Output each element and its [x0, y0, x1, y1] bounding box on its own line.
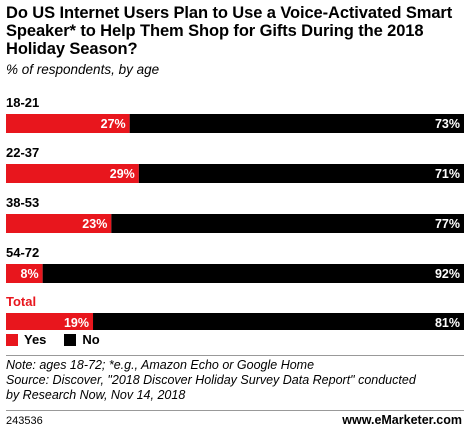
bar-no-38-53 [111, 214, 464, 233]
legend: Yes No [6, 332, 118, 347]
category-label-total: Total [6, 294, 36, 309]
data-label-no-38-53: 77% [435, 217, 460, 231]
legend-swatch-no [64, 333, 77, 346]
data-label-no-22-37: 71% [435, 167, 460, 181]
brand-logo: www.eMarketer.com [342, 413, 462, 427]
category-label-54-72: 54-72 [6, 245, 39, 260]
chart-notes: Note: ages 18-72; *e.g., Amazon Echo or … [6, 358, 466, 403]
bar-yes-54-72 [6, 264, 43, 283]
stacked-bar-chart: 18-21 27% 73% 22-37 29% 71% 38-53 23% 77% 54-72 8%… [6, 95, 465, 330]
bar-no-22-37 [138, 164, 464, 183]
legend-item-yes: Yes [6, 332, 46, 347]
data-label-yes-38-53: 23% [82, 217, 107, 231]
divider-top [6, 355, 464, 356]
bar-no-54-72 [42, 264, 464, 283]
data-label-yes-22-37: 29% [110, 167, 135, 181]
bar-yes-18-21 [6, 114, 130, 133]
chart-title: Do US Internet Users Plan to Use a Voice… [6, 4, 453, 58]
legend-label-no: No [82, 332, 100, 347]
category-label-38-53: 38-53 [6, 195, 39, 210]
chart-id: 243536 [6, 415, 43, 427]
bar-yes-38-53 [6, 214, 112, 233]
bar-no-18-21 [129, 114, 464, 133]
data-label-yes-18-21: 27% [101, 117, 126, 131]
legend-label-yes: Yes [24, 332, 47, 347]
category-label-18-21: 18-21 [6, 95, 39, 110]
legend-item-no: No [64, 332, 100, 347]
data-label-yes-total: 19% [64, 316, 89, 330]
note-text: Note: ages 18-72; *e.g., Amazon Echo or … [6, 358, 315, 372]
bar-no-total [93, 313, 465, 330]
divider-bottom [6, 410, 464, 411]
legend-swatch-yes [6, 333, 18, 346]
chart-subtitle: % of respondents, by age [6, 62, 160, 77]
data-label-no-54-72: 92% [435, 267, 460, 281]
source-text-line2: by Research Now, Nov 14, 2018 [6, 388, 186, 402]
bar-yes-22-37 [6, 164, 139, 183]
category-label-22-37: 22-37 [6, 145, 39, 160]
source-text-line1: Source: Discover, "2018 Discover Holiday… [6, 373, 416, 387]
bar-yes-total [6, 313, 94, 330]
data-label-no-total: 81% [435, 316, 460, 330]
data-label-yes-54-72: 8% [21, 267, 39, 281]
data-label-no-18-21: 73% [435, 117, 460, 131]
